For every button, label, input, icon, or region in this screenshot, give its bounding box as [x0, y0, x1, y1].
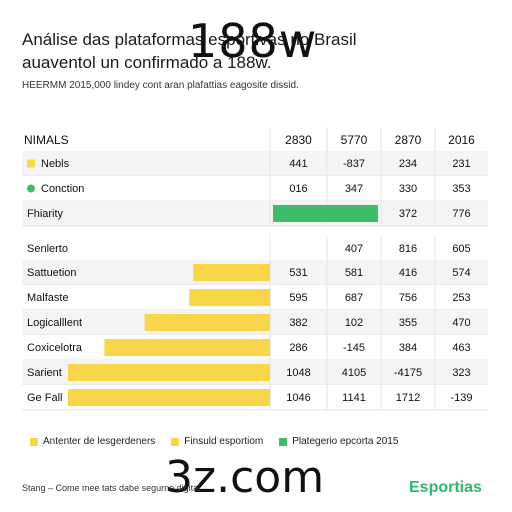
legend-label: Finsuld esportiom	[184, 436, 264, 447]
cell-value: 605	[452, 243, 470, 255]
bar	[193, 264, 270, 281]
title-line-2: auaventol un confirmado a 188w.	[22, 53, 272, 72]
cell-value: 1046	[286, 392, 310, 404]
bar	[273, 205, 378, 222]
column-header: 5770	[341, 133, 368, 147]
bar	[144, 314, 270, 331]
row-marker	[27, 159, 35, 168]
chart-title: Análise das plataformas esportivas no Br…	[22, 28, 492, 74]
cell-value: 253	[452, 292, 470, 304]
chart-subtitle: HEERMM 2015,000 lindey cont aran plafatt…	[22, 80, 299, 91]
bar	[68, 364, 270, 381]
cell-value: 816	[399, 243, 417, 255]
cell-value: 463	[452, 342, 470, 354]
row-label: Ge Fall	[27, 392, 62, 404]
cell-value: -4175	[394, 367, 422, 379]
row-marker	[27, 184, 35, 193]
cell-value: 687	[345, 292, 363, 304]
legend-item: Antenter de lesgerdeners	[30, 436, 155, 447]
row-label: Sattuetion	[27, 267, 77, 279]
cell-value: 776	[452, 208, 470, 220]
bar	[104, 339, 270, 356]
cell-value: 355	[399, 317, 417, 329]
watermark-top: 188w	[188, 14, 318, 68]
bar	[68, 389, 270, 406]
cell-value: -139	[450, 392, 472, 404]
legend-label: Antenter de lesgerdeners	[43, 436, 156, 447]
row-label: Conction	[41, 183, 84, 195]
column-header: 2870	[395, 133, 422, 147]
cell-value: 384	[399, 342, 417, 354]
footer-text: Stang – Come mee tats dabe segurne digit…	[22, 483, 201, 493]
cell-value: 4105	[342, 367, 366, 379]
cell-value: 102	[345, 317, 363, 329]
row-label: Fhiarity	[27, 208, 64, 220]
row-label: Senlerto	[27, 243, 68, 255]
legend-swatch	[30, 437, 38, 446]
cell-value: 470	[452, 317, 470, 329]
cell-value: 382	[289, 317, 307, 329]
cell-value: 353	[452, 183, 470, 195]
cell-value: 416	[399, 267, 417, 279]
column-header: 2016	[448, 133, 475, 147]
cell-value: 330	[399, 183, 417, 195]
cell-value: 441	[289, 158, 307, 170]
legend-item: Plategerio epcorta 2015	[279, 436, 398, 447]
cell-value: 1141	[342, 392, 366, 404]
legend-item: Finsuld esportiom	[171, 436, 263, 447]
cell-value: 234	[399, 158, 417, 170]
cell-value: 231	[452, 158, 470, 170]
cell-value: 574	[452, 267, 470, 279]
title-line-1: Análise das plataformas esportivas no Br…	[22, 30, 357, 49]
legend-swatch	[279, 437, 288, 446]
cell-value: -837	[343, 158, 365, 170]
row-label: Malfaste	[27, 292, 69, 304]
row-label: Coxicelotra	[27, 342, 83, 354]
row-label: Logicalllent	[27, 317, 82, 329]
brand-logo: Esportias	[409, 479, 482, 496]
table-row	[22, 201, 488, 226]
cell-value: 016	[289, 183, 307, 195]
cell-value: 347	[345, 183, 363, 195]
column-header-label: NIMALS	[24, 133, 69, 147]
cell-value: 372	[399, 208, 417, 220]
legend-label: Plategerio epcorta 2015	[292, 436, 399, 447]
row-label: Sarient	[27, 367, 62, 379]
bar	[189, 289, 270, 306]
watermark-bottom: 3z.com	[165, 452, 325, 503]
cell-value: 407	[345, 243, 363, 255]
chart-legend: Antenter de lesgerdeners Finsuld esportio…	[30, 436, 398, 447]
cell-value: 1048	[286, 367, 310, 379]
row-label: Nebls	[41, 158, 70, 170]
cell-value: 286	[289, 342, 307, 354]
cell-value: 581	[345, 267, 363, 279]
column-header: 2830	[285, 133, 312, 147]
cell-value: 323	[452, 367, 470, 379]
legend-swatch	[171, 437, 180, 446]
cell-value: 756	[399, 292, 417, 304]
table-row	[22, 176, 488, 201]
cell-value: 531	[289, 267, 307, 279]
cell-value: 595	[289, 292, 307, 304]
table-row	[22, 236, 488, 261]
table-row	[22, 151, 488, 176]
cell-value: -145	[343, 342, 365, 354]
cell-value: 1712	[396, 392, 420, 404]
